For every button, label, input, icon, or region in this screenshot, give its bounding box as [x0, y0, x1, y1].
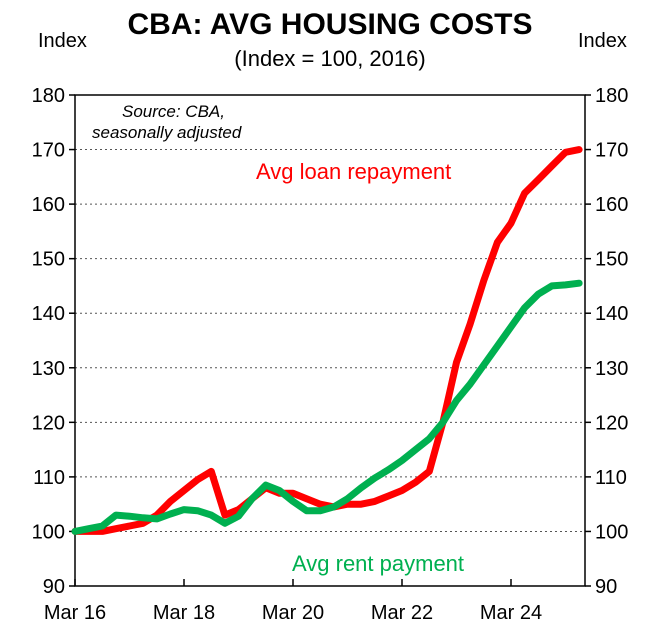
y-tick-label-left: 110	[33, 467, 65, 489]
y-tick-label-right: 150	[595, 249, 628, 271]
x-tick-label: Mar 16	[44, 602, 106, 624]
y-tick-label-left: 100	[32, 521, 65, 543]
x-tick-label: Mar 18	[153, 602, 215, 624]
gridlines	[75, 149, 585, 532]
y-tick-label-left: 160	[32, 194, 65, 216]
y-tick-label-right: 90	[595, 576, 617, 598]
series-lines	[71, 146, 583, 535]
y-tick-label-right: 180	[595, 85, 628, 107]
y-tick-label-left: 90	[43, 576, 65, 598]
x-tick-label: Mar 22	[371, 602, 433, 624]
tick-labels: 90 90 100 100 110 110 120 120 130 130 140 140 150 150…	[32, 85, 629, 624]
y-tick-label-left: 180	[32, 85, 65, 107]
series-line-rent-payment	[71, 279, 583, 535]
y-tick-label-left: 130	[32, 358, 65, 380]
y-tick-label-right: 170	[595, 140, 628, 162]
y-tick-label-right: 140	[595, 303, 628, 325]
series-label-loan: Avg loan repayment	[256, 159, 451, 184]
source-note-line-2: seasonally adjusted	[92, 123, 242, 142]
y-tick-label-left: 120	[32, 412, 65, 434]
chart-title: CBA: AVG HOUSING COSTS	[127, 8, 532, 41]
y-tick-label-right: 130	[595, 358, 628, 380]
chart-subtitle: (Index = 100, 2016)	[234, 46, 425, 71]
y-tick-label-left: 150	[32, 249, 65, 271]
x-tick-label: Mar 20	[262, 602, 324, 624]
y-axis-label-right: Index	[578, 30, 627, 52]
y-tick-label-right: 120	[595, 412, 628, 434]
y-tick-label-left: 140	[32, 303, 65, 325]
y-tick-label-left: 170	[32, 140, 65, 162]
series-label-rent: Avg rent payment	[292, 551, 464, 576]
y-axis-label-left: Index	[38, 30, 87, 52]
y-tick-label-right: 100	[595, 521, 628, 543]
plot-frame	[74, 94, 586, 587]
x-tick-label: Mar 24	[480, 602, 542, 624]
source-note-line-1: Source: CBA,	[122, 102, 225, 121]
y-tick-label-right: 160	[595, 194, 628, 216]
y-tick-label-right: 110	[595, 467, 627, 489]
